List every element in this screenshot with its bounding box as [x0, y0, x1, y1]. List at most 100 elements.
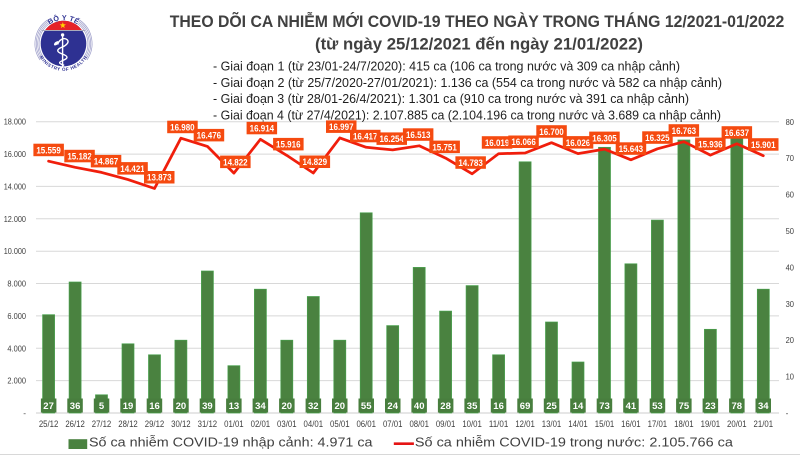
- svg-text:39: 39: [202, 401, 213, 412]
- svg-text:15.901: 15.901: [751, 140, 776, 150]
- svg-text:10.000: 10.000: [4, 246, 27, 256]
- svg-text:23: 23: [705, 401, 716, 412]
- svg-text:14: 14: [573, 401, 584, 412]
- svg-text:14.000: 14.000: [4, 181, 27, 191]
- svg-text:50: 50: [786, 226, 795, 236]
- svg-text:25/12: 25/12: [39, 419, 59, 429]
- svg-text:13.873: 13.873: [147, 173, 172, 183]
- svg-text:28: 28: [440, 401, 451, 412]
- svg-text:09/01: 09/01: [436, 419, 456, 429]
- svg-text:27: 27: [43, 401, 54, 412]
- svg-text:01/01: 01/01: [224, 419, 244, 429]
- svg-text:8.000: 8.000: [7, 279, 26, 289]
- svg-text:- Giai đoạn 2 (từ 25/7/2020-27: - Giai đoạn 2 (từ 25/7/2020-27/01/2021):…: [213, 75, 722, 90]
- svg-text:- Giai đoạn 3 (từ 28/01-26/4/2: - Giai đoạn 3 (từ 28/01-26/4/2021): 1.30…: [213, 91, 689, 106]
- svg-text:16.305: 16.305: [592, 133, 617, 143]
- svg-text:34: 34: [758, 401, 769, 412]
- svg-text:15.182: 15.182: [67, 152, 92, 162]
- svg-text:53: 53: [652, 401, 663, 412]
- svg-text:32: 32: [308, 401, 319, 412]
- svg-text:16.980: 16.980: [170, 122, 195, 132]
- svg-text:04/01: 04/01: [304, 419, 324, 429]
- svg-text:20/01: 20/01: [727, 419, 747, 429]
- svg-text:16.513: 16.513: [406, 130, 431, 140]
- svg-text:14.867: 14.867: [94, 157, 119, 167]
- svg-text:06/01: 06/01: [356, 419, 376, 429]
- svg-text:10: 10: [786, 372, 795, 382]
- svg-text:21/01: 21/01: [754, 419, 774, 429]
- svg-text:13: 13: [229, 401, 240, 412]
- svg-text:16.000: 16.000: [4, 149, 27, 159]
- svg-text:2.000: 2.000: [7, 376, 26, 386]
- svg-text:15.916: 15.916: [276, 140, 301, 150]
- svg-text:40: 40: [786, 262, 795, 272]
- svg-text:18.000: 18.000: [4, 117, 27, 127]
- svg-text:15.936: 15.936: [698, 139, 723, 149]
- svg-text:08/01: 08/01: [409, 419, 429, 429]
- svg-text:5: 5: [99, 401, 105, 412]
- svg-text:16.997: 16.997: [329, 122, 354, 132]
- svg-text:14.829: 14.829: [303, 157, 328, 167]
- svg-text:16: 16: [149, 401, 160, 412]
- svg-text:14.822: 14.822: [223, 157, 248, 167]
- svg-text:75: 75: [679, 401, 690, 412]
- svg-text:35: 35: [467, 401, 478, 412]
- svg-text:78: 78: [732, 401, 743, 412]
- svg-text:60: 60: [786, 190, 795, 200]
- svg-text:11/01: 11/01: [489, 419, 509, 429]
- svg-text:03/01: 03/01: [277, 419, 297, 429]
- svg-text:16.476: 16.476: [197, 131, 222, 141]
- svg-text:20: 20: [786, 335, 795, 345]
- svg-text:20: 20: [335, 401, 346, 412]
- svg-text:4.000: 4.000: [7, 343, 26, 353]
- svg-text:80: 80: [786, 117, 795, 127]
- svg-text:16.637: 16.637: [725, 128, 750, 138]
- svg-text:10/01: 10/01: [462, 419, 482, 429]
- svg-text:15.643: 15.643: [619, 144, 644, 154]
- svg-text:24: 24: [387, 401, 398, 412]
- svg-text:-: -: [786, 408, 789, 418]
- svg-text:69: 69: [520, 401, 531, 412]
- svg-text:27/12: 27/12: [92, 419, 112, 429]
- svg-text:34: 34: [255, 401, 266, 412]
- svg-text:25: 25: [546, 401, 557, 412]
- svg-text:05/01: 05/01: [330, 419, 350, 429]
- svg-text:Số ca nhiễm COVID-19 nhập cảnh: Số ca nhiễm COVID-19 nhập cảnh: 4.971 ca: [89, 434, 373, 449]
- svg-text:15.559: 15.559: [36, 145, 61, 155]
- svg-text:41: 41: [626, 401, 637, 412]
- svg-text:- Giai đoạn 1 (từ 23/01-24/7/2: - Giai đoạn 1 (từ 23/01-24/7/2020): 415 …: [213, 59, 680, 74]
- svg-text:40: 40: [414, 401, 425, 412]
- svg-text:16.026: 16.026: [566, 138, 591, 148]
- svg-text:18/01: 18/01: [674, 419, 694, 429]
- svg-text:16: 16: [493, 401, 504, 412]
- svg-text:16.066: 16.066: [511, 137, 536, 147]
- svg-text:36: 36: [70, 401, 81, 412]
- svg-text:28/12: 28/12: [118, 419, 138, 429]
- svg-text:16.763: 16.763: [672, 126, 697, 136]
- svg-text:12.000: 12.000: [4, 214, 27, 224]
- svg-text:THEO DÕI CA NHIỄM MỚI COVID-19: THEO DÕI CA NHIỄM MỚI COVID-19 THEO NGÀY…: [170, 11, 785, 31]
- svg-text:15.751: 15.751: [432, 142, 457, 152]
- svg-text:16.417: 16.417: [353, 132, 378, 142]
- svg-text:16.914: 16.914: [250, 124, 275, 134]
- svg-text:- Giai đoạn 4 (từ 27/4/2021):: - Giai đoạn 4 (từ 27/4/2021): 2.107.885 …: [213, 108, 721, 123]
- svg-text:14.421: 14.421: [120, 164, 145, 174]
- svg-text:29/12: 29/12: [145, 419, 165, 429]
- svg-text:6.000: 6.000: [7, 311, 26, 321]
- svg-text:14.783: 14.783: [458, 158, 483, 168]
- svg-text:02/01: 02/01: [251, 419, 271, 429]
- svg-text:-: -: [23, 408, 26, 418]
- svg-text:70: 70: [786, 153, 795, 163]
- svg-text:13/01: 13/01: [542, 419, 562, 429]
- svg-text:19/01: 19/01: [701, 419, 721, 429]
- svg-text:16.019: 16.019: [485, 138, 510, 148]
- svg-text:26/12: 26/12: [65, 419, 85, 429]
- svg-text:16.325: 16.325: [645, 133, 670, 143]
- svg-text:16.700: 16.700: [539, 127, 564, 137]
- svg-text:(từ ngày 25/12/2021 đến ngày 2: (từ ngày 25/12/2021 đến ngày 21/01/2022): [315, 36, 643, 54]
- svg-text:17/01: 17/01: [648, 419, 668, 429]
- svg-text:20: 20: [282, 401, 293, 412]
- svg-text:16.254: 16.254: [379, 134, 404, 144]
- svg-text:07/01: 07/01: [383, 419, 403, 429]
- svg-text:20: 20: [176, 401, 187, 412]
